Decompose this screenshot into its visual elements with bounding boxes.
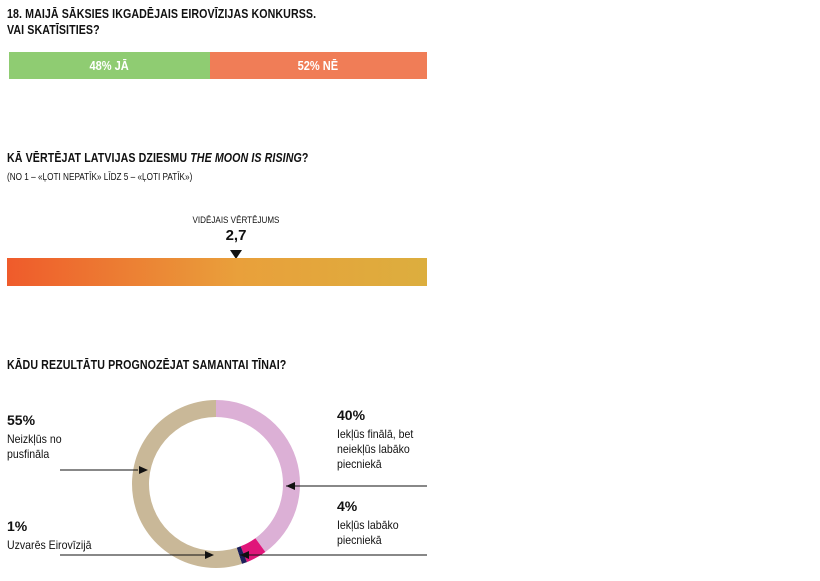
slice-pct-semifinal: 55% — [7, 412, 36, 428]
slice-label-top5: Iekļūs labāko piecniekā — [337, 518, 399, 548]
bar-segment-no: 52% NĒ — [209, 52, 427, 79]
slice-label-final: Iekļūs finālā, bet neiekļūs labāko piecn… — [337, 427, 413, 472]
slice-label-win-l1: Uzvarēs Eirovīzijā — [7, 538, 92, 552]
slice-label-final-l1: Iekļūs finālā, bet — [337, 427, 414, 441]
donut-slice-final — [216, 400, 300, 552]
scale-note: (NO 1 – «ĻOTI NEPATĪK» LĪDZ 5 – «ĻOTI PA… — [7, 172, 193, 183]
slice-pct-top5: 4% — [337, 498, 358, 514]
average-marker — [230, 250, 242, 259]
slice-pct-final: 40% — [337, 407, 366, 423]
q-moon-song-title: THE MOON IS RISING — [190, 150, 302, 165]
slice-label-final-l3: piecniekā — [337, 457, 382, 471]
average-value: 2,7 — [225, 227, 247, 244]
bar-segment-yes: 48% JĀ — [9, 52, 210, 79]
slice-pct-win: 1% — [7, 518, 28, 534]
slice-label-top5-l1: Iekļūs labāko — [337, 518, 399, 532]
q-moon-title-suffix: ? — [301, 150, 309, 165]
slice-label-top5-l2: piecniekā — [337, 533, 382, 547]
slice-label-win: Uzvarēs Eirovīzijā — [7, 538, 92, 553]
leader-arrow-win — [205, 551, 214, 559]
leader-arrow-final — [286, 482, 295, 490]
donut-slice-semifinal — [132, 400, 242, 568]
leader-arrow-semifinal — [139, 466, 148, 474]
slice-label-semifinal: Neizkļūs no pusfināla — [7, 432, 62, 462]
leader-arrow-top5 — [240, 551, 249, 559]
q18-title-line1: 18. MAIJĀ SĀKSIES IKGADĒJAIS EIROVĪZIJAS… — [7, 6, 317, 21]
bar-label-yes: 48% JĀ — [89, 58, 129, 73]
q18-title-line2: VAI SKATĪSITIES? — [7, 22, 100, 37]
bar-label-no: 52% NĒ — [298, 58, 339, 73]
slice-label-final-l2: neiekļūs labāko — [337, 442, 410, 456]
slice-label-semifinal-l1: Neizkļūs no — [7, 432, 62, 446]
q-moon-title: KĀ VĒRTĒJAT LATVIJAS DZIESMU THE MOON IS… — [7, 150, 308, 166]
q-result-title: KĀDU REZULTĀTU PROGNOZĒJAT SAMANTAI TĪNA… — [7, 357, 287, 372]
q-moon-title-prefix: KĀ VĒRTĒJAT LATVIJAS DZIESMU — [7, 150, 191, 165]
slice-label-semifinal-l2: pusfināla — [7, 447, 50, 461]
rating-gradient-bar — [7, 258, 427, 286]
average-caption: VIDĒJAIS VĒRTĒJUMS — [192, 215, 280, 226]
